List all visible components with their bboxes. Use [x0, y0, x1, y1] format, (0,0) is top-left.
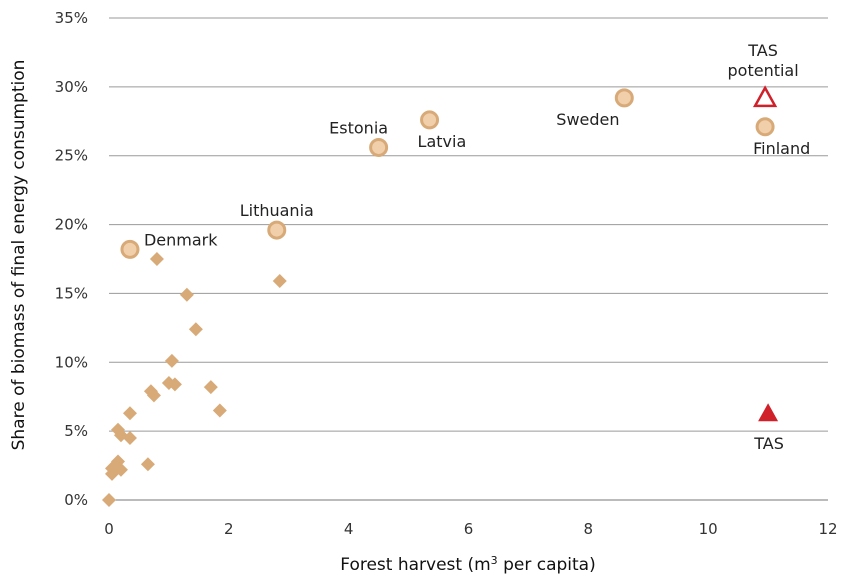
- country-label: Estonia: [329, 118, 388, 137]
- y-tick-label: 15%: [55, 284, 88, 302]
- diamond-point: [179, 287, 194, 302]
- diamond-point: [149, 252, 164, 266]
- diamond-point: [212, 403, 227, 418]
- country-point: [120, 239, 140, 259]
- x-tick-label: 0: [104, 520, 114, 538]
- x-tick-label: 6: [464, 520, 474, 538]
- diamond-point: [272, 274, 287, 289]
- country-point: [755, 117, 775, 137]
- diamond-point: [122, 431, 137, 446]
- x-tick-label: 10: [699, 520, 718, 538]
- y-tick-label: 35%: [55, 9, 88, 27]
- data-points: [102, 85, 779, 507]
- country-label: Latvia: [418, 132, 467, 151]
- y-tick-label: 20%: [55, 216, 88, 234]
- tas-triangle-point: [758, 403, 779, 422]
- diamond-point: [146, 388, 161, 403]
- diamond-point: [203, 380, 218, 395]
- country-label: Denmark: [144, 230, 218, 249]
- x-axis-title-superscript: 3: [491, 554, 498, 567]
- country-point: [267, 220, 287, 240]
- y-tick-label: 10%: [55, 353, 88, 371]
- country-label: Finland: [753, 139, 810, 158]
- x-tick-label: 4: [344, 520, 354, 538]
- x-tick-label: 8: [584, 520, 594, 538]
- tick-labels: 0% 5% 10% 15% 20% 25% 30% 35% 0 2 4 6 8 10 12: [55, 9, 838, 538]
- tas-potential-triangle-point: [752, 85, 778, 108]
- gridlines: [109, 17, 828, 432]
- x-axis-title: Forest harvest (m3 per capita): [340, 554, 595, 576]
- diamond-point: [164, 353, 179, 368]
- x-tick-label: 2: [224, 520, 234, 538]
- country-label: Lithuania: [240, 201, 314, 220]
- diamond-point: [122, 406, 137, 421]
- diamond-point: [188, 322, 203, 337]
- diamond-point: [102, 493, 116, 507]
- x-tick-label: 12: [818, 520, 837, 538]
- tas-potential-label-line1: TAS: [747, 41, 778, 60]
- country-label: Sweden: [556, 110, 619, 129]
- point-labels: Denmark Lithuania Estonia Latvia Sweden Finla…: [144, 41, 810, 453]
- diamond-point: [167, 377, 182, 392]
- country-point: [614, 88, 634, 108]
- y-tick-label: 25%: [55, 147, 88, 165]
- tas-potential-label-line2: potential: [728, 61, 799, 80]
- y-tick-label: 30%: [55, 78, 88, 96]
- y-tick-label: 0%: [64, 491, 88, 509]
- country-point: [369, 137, 389, 157]
- tas-label: TAS: [753, 434, 784, 453]
- y-axis-title: Share of biomass of final energy consump…: [9, 60, 29, 451]
- y-tick-label: 5%: [64, 422, 88, 440]
- diamond-point: [104, 466, 119, 481]
- country-point: [420, 110, 440, 130]
- diamond-point: [140, 457, 155, 472]
